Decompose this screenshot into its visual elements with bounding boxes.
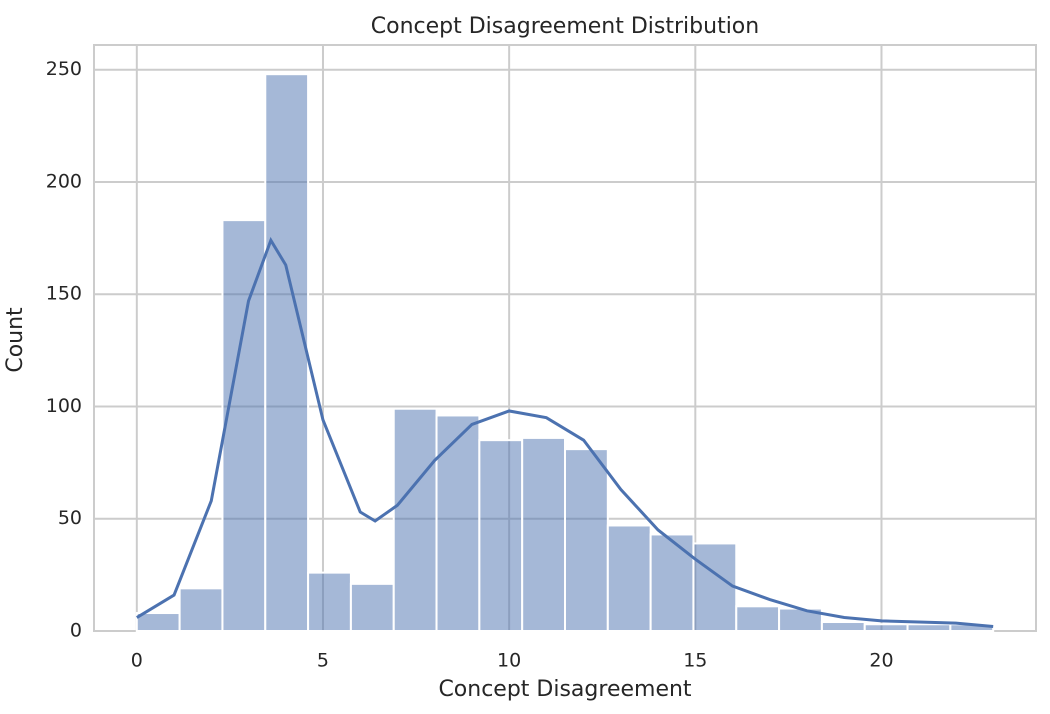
y-tick-label: 150 xyxy=(46,283,82,305)
bar xyxy=(435,414,481,633)
bar xyxy=(692,542,738,632)
bar xyxy=(606,524,652,632)
bar xyxy=(478,439,524,632)
bar xyxy=(863,623,909,632)
y-axis-label: Count xyxy=(3,307,28,373)
bar xyxy=(221,219,267,632)
x-tick-label: 10 xyxy=(497,650,521,672)
y-tick-label: 100 xyxy=(46,395,82,417)
x-tick-label: 15 xyxy=(683,650,707,672)
bar xyxy=(906,623,952,632)
bar xyxy=(392,407,438,633)
bar xyxy=(349,582,395,633)
x-tick-label: 0 xyxy=(131,650,143,672)
bar xyxy=(135,612,181,633)
y-tick-label: 250 xyxy=(46,58,82,80)
bar xyxy=(521,436,567,632)
bar xyxy=(307,571,352,632)
x-axis-label: Concept Disagreement xyxy=(438,677,691,702)
bar xyxy=(264,73,310,632)
chart-title: Concept Disagreement Distribution xyxy=(371,14,759,39)
x-tick-label: 5 xyxy=(317,650,329,672)
y-tick-label: 200 xyxy=(46,170,82,192)
y-tick-label: 50 xyxy=(58,507,82,529)
bar xyxy=(820,621,866,633)
bar xyxy=(735,605,781,632)
kde-line xyxy=(136,236,994,629)
bar xyxy=(564,448,609,633)
bar xyxy=(178,587,224,633)
y-tick-label: 0 xyxy=(70,620,82,642)
bar xyxy=(649,533,695,632)
x-tick-label: 20 xyxy=(869,650,893,672)
